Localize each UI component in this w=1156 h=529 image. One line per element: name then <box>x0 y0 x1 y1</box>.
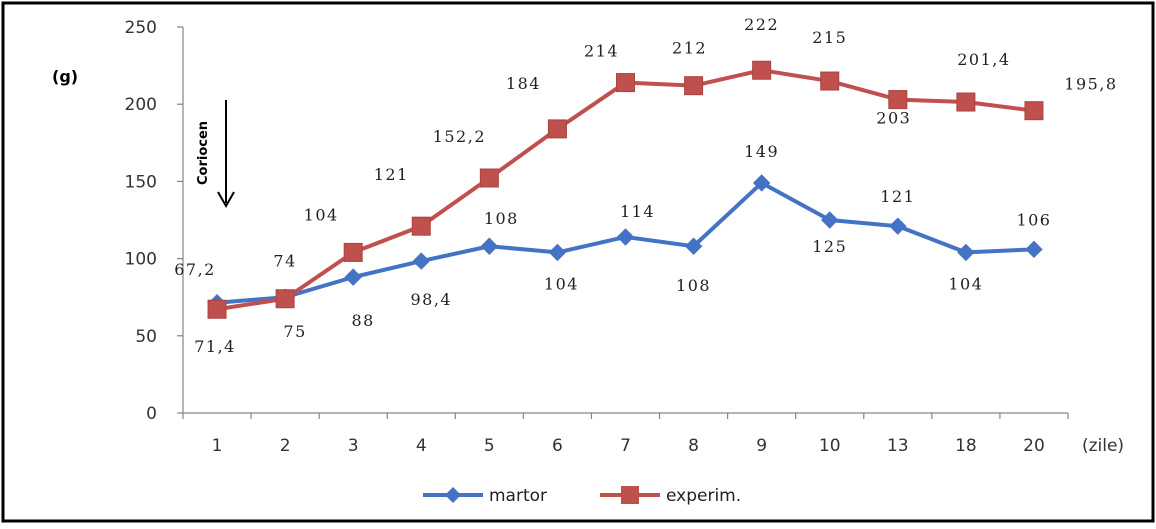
data-point-diamond <box>684 237 703 255</box>
legend-marker-diamond <box>445 487 461 503</box>
data-label: 152,2 <box>433 127 486 146</box>
data-label: 222 <box>744 15 779 34</box>
data-label: 108 <box>676 276 711 295</box>
x-tick-label: 9 <box>756 436 767 456</box>
legend-label: experim. <box>666 486 741 506</box>
x-tick-label: 18 <box>955 436 977 456</box>
data-label: 74 <box>273 252 296 271</box>
x-tick-label: 2 <box>280 436 291 456</box>
data-label: 203 <box>876 109 911 128</box>
data-point-diamond <box>412 252 430 270</box>
data-point-diamond <box>548 243 567 262</box>
data-point-diamond <box>480 237 499 255</box>
y-tick-label: 250 <box>125 18 157 38</box>
data-point-diamond <box>821 211 839 229</box>
data-point-square <box>616 73 635 93</box>
data-label: 108 <box>484 209 519 228</box>
x-axis-label: (zile) <box>1082 436 1124 456</box>
data-label: 201,4 <box>957 50 1010 69</box>
legend: martor experim. <box>423 486 741 506</box>
data-label: 75 <box>283 322 306 341</box>
y-tick-label: 0 <box>146 404 157 424</box>
data-point-square <box>684 76 704 96</box>
legend-marker-square <box>621 486 639 504</box>
data-point-diamond <box>889 217 907 235</box>
x-tick-label: 6 <box>552 436 563 456</box>
y-tick-label: 50 <box>135 327 157 347</box>
data-point-square <box>343 242 363 262</box>
y-tick-label: 150 <box>125 172 157 192</box>
data-point-square <box>820 71 840 91</box>
arrow-down-icon <box>217 100 235 209</box>
data-label: 121 <box>880 187 915 206</box>
data-point-square <box>411 216 431 236</box>
data-label: 71,4 <box>194 337 236 356</box>
x-tick-label: 20 <box>1023 436 1045 456</box>
data-point-diamond <box>616 228 635 246</box>
data-label: 215 <box>812 28 847 47</box>
data-point-diamond <box>1025 240 1043 259</box>
data-label: 104 <box>544 274 579 293</box>
y-tick-label: 100 <box>125 250 157 270</box>
x-tick-label: 5 <box>484 436 495 456</box>
data-point-square <box>275 289 295 309</box>
data-label: 212 <box>672 39 707 58</box>
data-label: 125 <box>812 237 847 256</box>
data-label: 195,8 <box>1064 75 1117 94</box>
data-label: 106 <box>1016 210 1051 229</box>
annotation-label: Coriocen <box>196 121 211 185</box>
data-point-square <box>547 119 567 139</box>
x-tick-label: 8 <box>688 436 699 456</box>
data-point-square <box>479 168 499 188</box>
data-point-square <box>956 92 976 112</box>
data-point-diamond <box>752 174 771 192</box>
data-point-square <box>207 299 227 319</box>
data-point-square <box>888 90 908 110</box>
data-point-square <box>1024 101 1044 121</box>
data-point-diamond <box>957 243 975 262</box>
y-tick-label: 200 <box>125 95 157 115</box>
data-label: 121 <box>374 165 409 184</box>
data-label: 98,4 <box>410 290 452 309</box>
data-label: 114 <box>620 202 655 221</box>
legend-label: martor <box>489 486 547 506</box>
data-point-square <box>752 60 772 80</box>
x-tick-label: 13 <box>887 436 909 456</box>
y-axis-label: (g) <box>52 67 78 86</box>
data-label: 214 <box>584 42 619 61</box>
x-tick-label: 10 <box>819 436 841 456</box>
data-label: 149 <box>744 142 779 161</box>
x-tick-label: 1 <box>212 436 223 456</box>
x-tick-label: 3 <box>348 436 359 456</box>
data-label: 104 <box>948 274 983 293</box>
x-tick-label: 4 <box>416 436 427 456</box>
data-label: 184 <box>506 74 541 93</box>
data-point-diamond <box>344 268 362 286</box>
data-label: 67,2 <box>174 260 216 279</box>
x-tick-label: 7 <box>620 436 631 456</box>
data-label: 104 <box>304 205 339 224</box>
data-label: 88 <box>352 311 375 330</box>
